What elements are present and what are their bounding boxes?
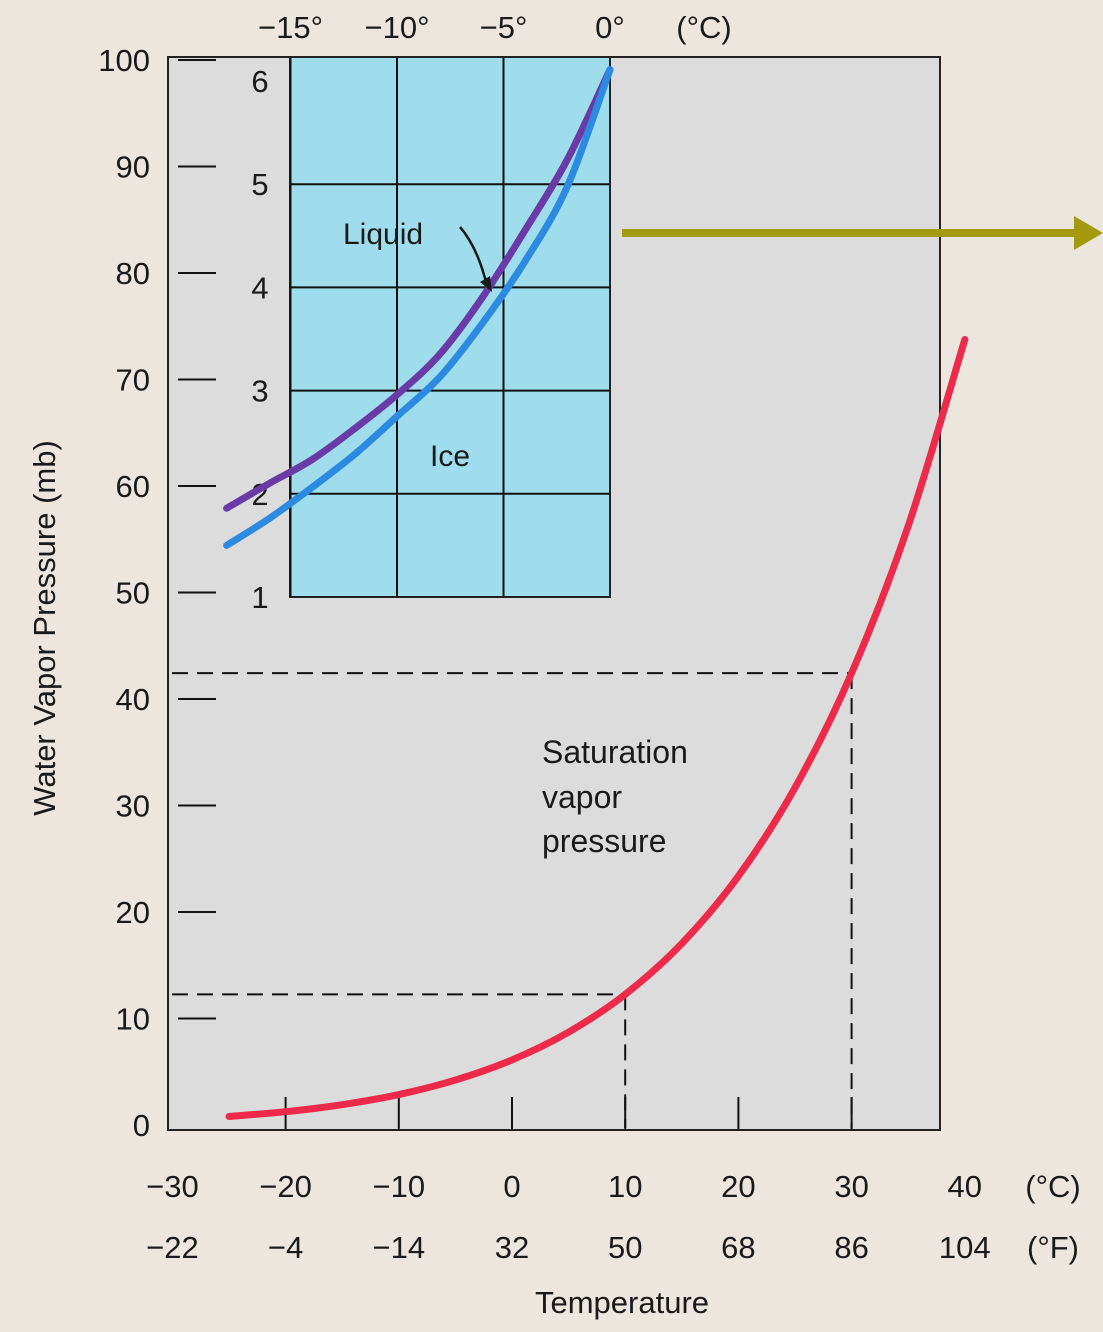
x-tick-label-celsius: 0 xyxy=(503,1169,520,1204)
inset-series-layer xyxy=(223,66,614,549)
x-axis-title: Temperature xyxy=(535,1285,709,1320)
inset-y-tick-label: 1 xyxy=(251,580,268,615)
x-unit-fahrenheit: (°F) xyxy=(1027,1230,1079,1265)
x-tick-label-celsius: 30 xyxy=(834,1169,868,1204)
x-tick-label-fahrenheit: 50 xyxy=(608,1230,642,1265)
inset-x-tick-label: −5° xyxy=(480,10,528,45)
y-tick-label: 10 xyxy=(116,1002,150,1037)
x-tick-label-celsius: −10 xyxy=(373,1169,426,1204)
liquid-arrowhead-icon xyxy=(480,276,492,292)
main-x-axis: −30 −22 −20 −4 −10 −14 0 32 10 50 20 68 30 86 40 104 xyxy=(146,1097,991,1265)
x-tick-label-celsius: −30 xyxy=(146,1169,199,1204)
liquid-label: Liquid xyxy=(343,218,423,251)
inset-x-tick-label: 0° xyxy=(595,10,625,45)
annotation-line-1: Saturation xyxy=(542,734,688,770)
y-tick-label: 40 xyxy=(116,682,150,717)
x-tick-label-celsius: 10 xyxy=(608,1169,642,1204)
inset-x-tick-label: −10° xyxy=(365,10,430,45)
inset-plot-area xyxy=(289,56,611,598)
inset-curve-liquid xyxy=(223,66,614,512)
x-tick-label-fahrenheit: 32 xyxy=(495,1230,529,1265)
x-tick-label-fahrenheit: −4 xyxy=(268,1230,303,1265)
inset-y-tick-label: 4 xyxy=(251,270,268,305)
x-tick-label-celsius: 20 xyxy=(721,1169,755,1204)
inset-x-axis: −15° −10° −5° 0° xyxy=(258,10,625,45)
inset-x-unit: (°C) xyxy=(676,10,731,45)
inset-y-tick-label: 6 xyxy=(251,64,268,99)
main-y-axis: 0 10 20 30 40 50 60 70 80 90 100 xyxy=(98,43,216,1143)
x-tick-label-fahrenheit: −22 xyxy=(146,1230,199,1265)
x-tick-label-fahrenheit: −14 xyxy=(373,1230,426,1265)
x-tick-label-celsius: 40 xyxy=(948,1169,982,1204)
x-tick-label-celsius: −20 xyxy=(259,1169,312,1204)
x-tick-label-fahrenheit: 68 xyxy=(721,1230,755,1265)
inset-y-tick-label: 5 xyxy=(251,167,268,202)
y-tick-label: 30 xyxy=(116,789,150,824)
inset-curve-ice xyxy=(223,66,614,549)
y-tick-label: 100 xyxy=(98,43,150,78)
y-axis-title: Water Vapor Pressure (mb) xyxy=(27,440,62,816)
guide-lines xyxy=(172,672,853,1128)
annotation-line-3: pressure xyxy=(542,823,667,859)
ice-label: Ice xyxy=(430,440,470,473)
y-tick-label: 90 xyxy=(116,150,150,185)
y-tick-label: 0 xyxy=(133,1108,150,1143)
inset-y-tick-label: 3 xyxy=(251,374,268,409)
saturation-curve xyxy=(225,336,969,1120)
annotation-line-2: vapor xyxy=(542,779,622,815)
inset-grid xyxy=(289,57,610,597)
pointer-arrow-icon xyxy=(622,216,1103,250)
y-tick-label: 50 xyxy=(116,576,150,611)
y-tick-label: 60 xyxy=(116,469,150,504)
inset-x-tick-label: −15° xyxy=(258,10,323,45)
x-tick-label-fahrenheit: 86 xyxy=(834,1230,868,1265)
y-tick-label: 20 xyxy=(116,895,150,930)
y-tick-label: 80 xyxy=(116,256,150,291)
y-tick-label: 70 xyxy=(116,363,150,398)
x-unit-celsius: (°C) xyxy=(1025,1169,1080,1204)
x-tick-label-fahrenheit: 104 xyxy=(939,1230,991,1265)
main-series-layer xyxy=(225,336,969,1120)
